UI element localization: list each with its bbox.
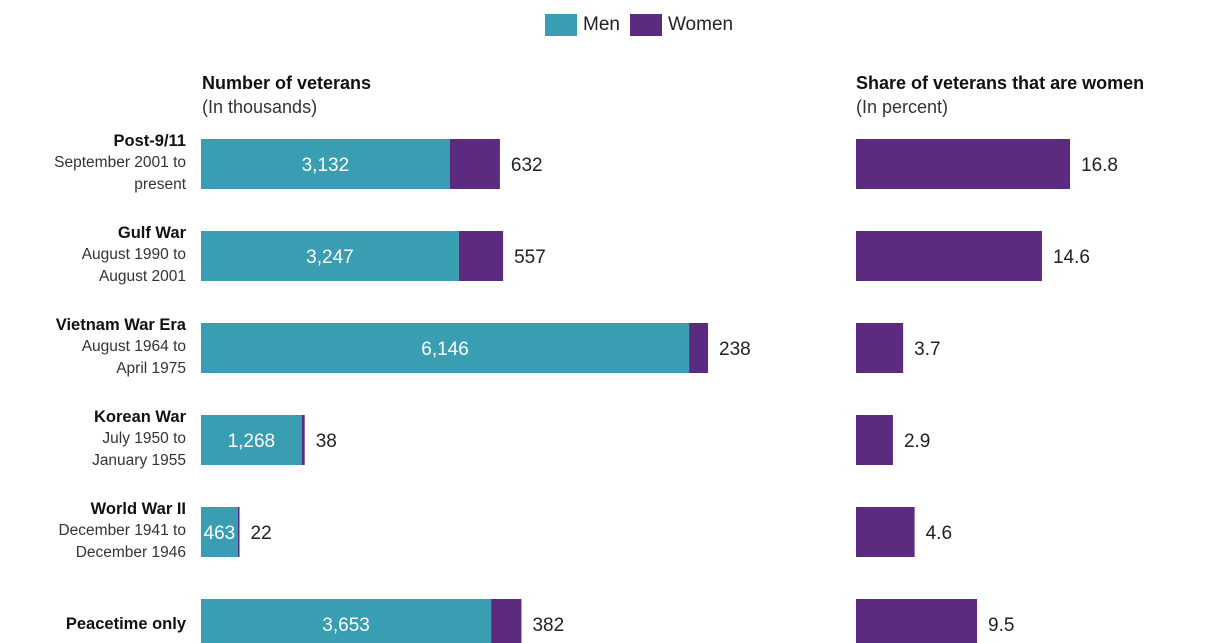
bar-share-women-vietnam-war-era <box>856 323 904 373</box>
right-panel-title: Share of veterans that are women <box>856 73 1145 93</box>
right-panel-subtitle: (In percent) <box>856 97 949 117</box>
category-label-post-911: Post-9/11 September 2001 to present <box>54 130 186 196</box>
data-label-men-korean-war: 1,268 <box>228 431 276 452</box>
data-label-women-korean-war: 38 <box>316 431 337 452</box>
data-label-women-post-9-11: 632 <box>511 155 543 176</box>
category-label-world-war-ii: World War II December 1941 to December 1… <box>58 498 186 564</box>
data-label-women-peacetime-only: 382 <box>532 615 564 636</box>
data-label-share-peacetime-only: 9.5 <box>988 615 1014 636</box>
bar-women-vietnam-war-era <box>689 323 708 373</box>
legend-label-men: Men <box>583 14 620 35</box>
data-label-share-korean-war: 2.9 <box>904 431 930 452</box>
bar-women-korean-war <box>301 415 305 465</box>
data-label-men-vietnam-war-era: 6,146 <box>421 339 469 360</box>
bar-men-post-9-11 <box>201 139 450 189</box>
data-label-men-gulf-war: 3,247 <box>306 247 354 268</box>
category-label-korean-war: Korean War July 1950 to January 1955 <box>92 406 186 472</box>
category-name: World War II <box>90 500 186 518</box>
category-name: Gulf War <box>117 224 186 242</box>
data-label-share-gulf-war: 14.6 <box>1053 247 1090 268</box>
category-label-peacetime-only: Peacetime only <box>66 613 186 635</box>
data-label-men-world-war-ii: 463 <box>204 523 236 544</box>
category-detail: July 1950 to <box>102 430 186 447</box>
category-detail: August 1964 to <box>81 338 186 355</box>
bar-men-gulf-war <box>201 231 459 281</box>
bar-men-peacetime-only <box>201 599 492 643</box>
category-label-gulf-war: Gulf War August 1990 to August 2001 <box>82 222 186 288</box>
bar-men-world-war-ii <box>201 507 238 557</box>
category-label-vietnam-war-era: Vietnam War Era August 1964 to April 197… <box>56 314 186 380</box>
category-detail: August 1990 to <box>81 246 186 263</box>
data-label-women-world-war-ii: 22 <box>251 523 272 544</box>
data-label-men-peacetime-only: 3,653 <box>322 615 370 636</box>
category-detail: December 1946 <box>75 544 186 561</box>
category-detail: August 2001 <box>98 268 186 285</box>
category-name: Vietnam War Era <box>55 316 186 334</box>
chart-legend: Men Women <box>545 14 737 36</box>
data-label-share-vietnam-war-era: 3.7 <box>914 339 940 360</box>
legend-item-men: Men <box>545 14 620 36</box>
bar-women-peacetime-only <box>491 599 522 643</box>
legend-swatch-women <box>629 14 662 36</box>
left-panel-title: Number of veterans <box>202 73 372 93</box>
bar-women-world-war-ii <box>237 507 240 557</box>
category-name: Post-9/11 <box>113 132 186 150</box>
category-detail: January 1955 <box>92 452 186 469</box>
data-label-men-post-9-11: 3,132 <box>302 155 350 176</box>
category-name: Peacetime only <box>65 615 186 633</box>
legend-item-women: Women <box>629 14 734 36</box>
data-label-share-world-war-ii: 4.6 <box>926 523 952 544</box>
legend-label-women: Women <box>667 14 734 35</box>
data-label-women-vietnam-war-era: 238 <box>719 339 751 360</box>
bar-share-women-world-war-ii <box>856 507 915 557</box>
bar-women-post-9-11 <box>449 139 500 189</box>
bar-women-gulf-war <box>458 231 504 281</box>
legend-swatch-men <box>545 14 577 36</box>
bar-share-women-peacetime-only <box>856 599 978 643</box>
bar-men-vietnam-war-era <box>201 323 690 373</box>
data-label-women-gulf-war: 557 <box>514 247 546 268</box>
data-label-share-post-9-11: 16.8 <box>1081 155 1118 176</box>
category-detail: September 2001 to <box>54 154 186 171</box>
bar-share-women-gulf-war <box>856 231 1042 281</box>
category-detail: December 1941 to <box>58 522 186 539</box>
category-name: Korean War <box>94 408 186 426</box>
left-panel-subtitle: (In thousands) <box>202 97 318 117</box>
category-detail: April 1975 <box>116 360 186 377</box>
bar-men-korean-war <box>201 415 302 465</box>
category-detail: present <box>134 176 186 193</box>
bar-share-women-post-9-11 <box>856 139 1070 189</box>
bar-share-women-korean-war <box>856 415 893 465</box>
